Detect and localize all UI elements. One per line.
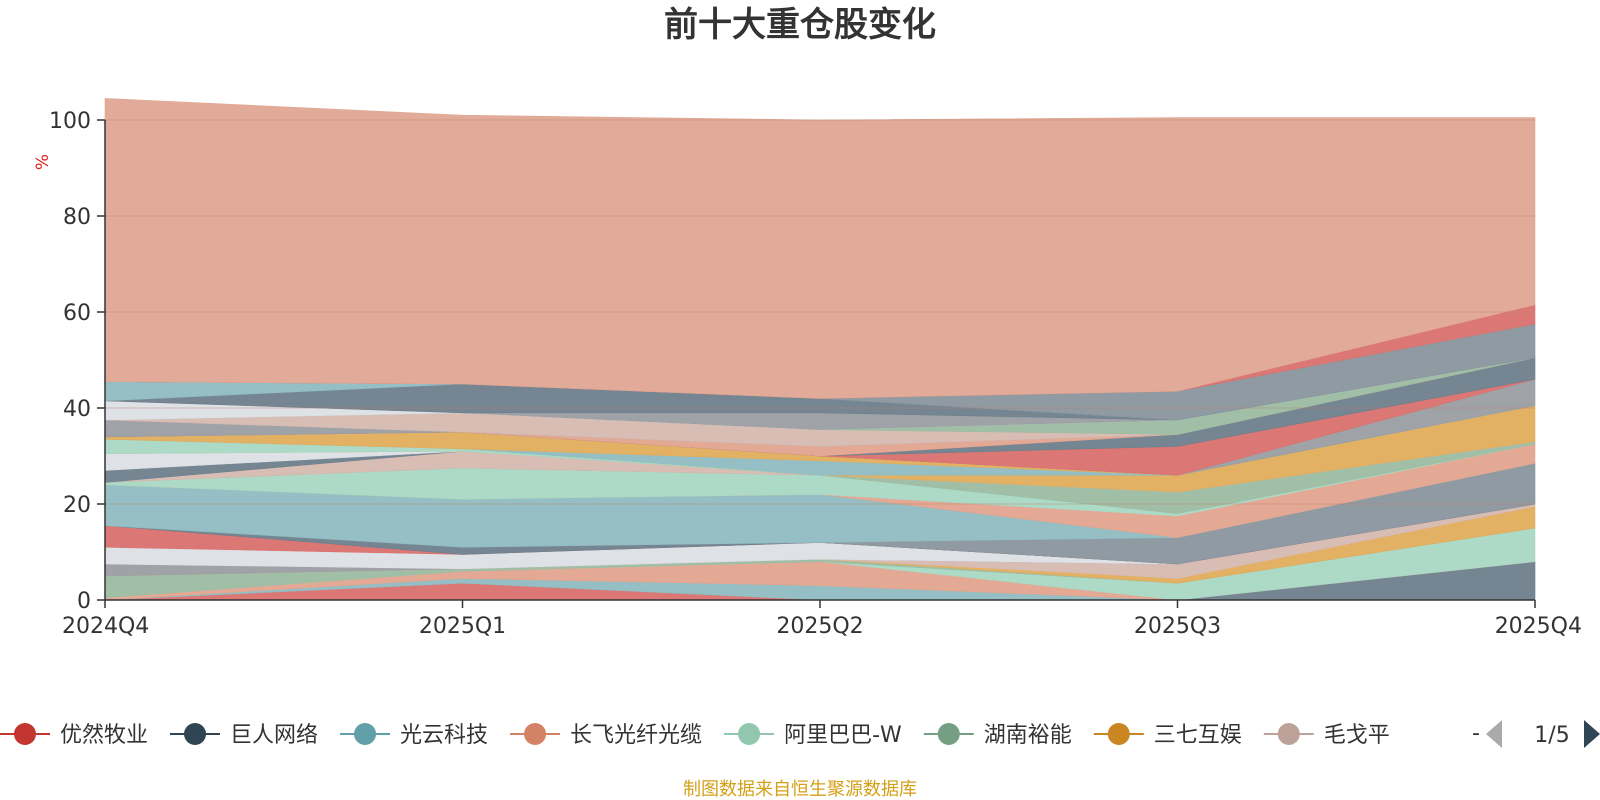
area-s38 — [104, 98, 1536, 399]
y-axis-label: % — [33, 154, 53, 170]
legend-label: 巨人网络 — [230, 723, 318, 748]
y-ticks: 0 20 40 60 80 100 — [49, 109, 105, 614]
legend-more-indicator: - — [1472, 721, 1480, 746]
legend-label: 三七互娱 — [1154, 723, 1242, 748]
legend-item[interactable]: 三七互娱 — [1093, 723, 1242, 748]
legend-label: 毛戈平 — [1324, 723, 1390, 748]
legend-page-indicator: 1/5 — [1534, 723, 1569, 748]
legend-marker — [1277, 723, 1300, 745]
y-tick-label: 40 — [63, 397, 91, 422]
chart-title: 前十大重仓股变化 — [664, 5, 936, 45]
x-tick-label: 2025Q3 — [1134, 614, 1221, 639]
y-tick-label: 100 — [49, 109, 91, 134]
legend: 优然牧业 巨人网络 光云科技 长飞光纤光缆 阿里巴巴-W 湖南裕能 三七互娱 毛戈平 — [0, 723, 1390, 748]
legend-marker — [937, 723, 960, 745]
legend-item[interactable]: 阿里巴巴-W — [724, 723, 902, 748]
legend-label: 阿里巴巴-W — [784, 723, 902, 748]
x-tick-label: 2025Q1 — [419, 614, 506, 639]
gridlines — [105, 119, 1535, 505]
legend-marker — [1107, 723, 1130, 745]
legend-marker — [14, 723, 36, 745]
y-tick-label: 80 — [63, 205, 91, 230]
legend-item[interactable]: 长飞光纤光缆 — [510, 723, 702, 748]
x-tick-label: 2025Q4 — [1495, 614, 1582, 639]
x-ticks: 2024Q4 2025Q1 2025Q2 2025Q3 2025Q4 — [62, 600, 1582, 639]
legend-item[interactable]: 优然牧业 — [0, 723, 148, 748]
legend-label: 光云科技 — [400, 723, 488, 748]
legend-marker — [354, 723, 377, 745]
x-tick-label: 2025Q2 — [776, 614, 863, 639]
legend-next-arrow-icon[interactable] — [1584, 720, 1600, 748]
legend-prev-arrow-icon[interactable] — [1486, 720, 1502, 748]
y-tick-label: 0 — [77, 589, 91, 614]
x-tick-label: 2024Q4 — [62, 614, 149, 639]
legend-item[interactable]: 毛戈平 — [1263, 723, 1390, 748]
legend-label: 优然牧业 — [60, 723, 148, 748]
legend-item[interactable]: 湖南裕能 — [923, 723, 1072, 748]
legend-pager: - 1/5 — [1472, 720, 1600, 748]
y-tick-label: 60 — [63, 301, 91, 326]
legend-item[interactable]: 光云科技 — [340, 723, 488, 748]
legend-marker — [524, 723, 547, 745]
legend-label: 长飞光纤光缆 — [570, 723, 702, 748]
y-tick-label: 20 — [63, 493, 91, 518]
data-source-note: 制图数据来自恒生聚源数据库 — [683, 779, 917, 800]
legend-item[interactable]: 巨人网络 — [170, 723, 318, 748]
legend-marker — [738, 723, 761, 745]
legend-marker — [184, 723, 207, 745]
series-areas — [104, 98, 1536, 601]
legend-label: 湖南裕能 — [984, 723, 1072, 748]
